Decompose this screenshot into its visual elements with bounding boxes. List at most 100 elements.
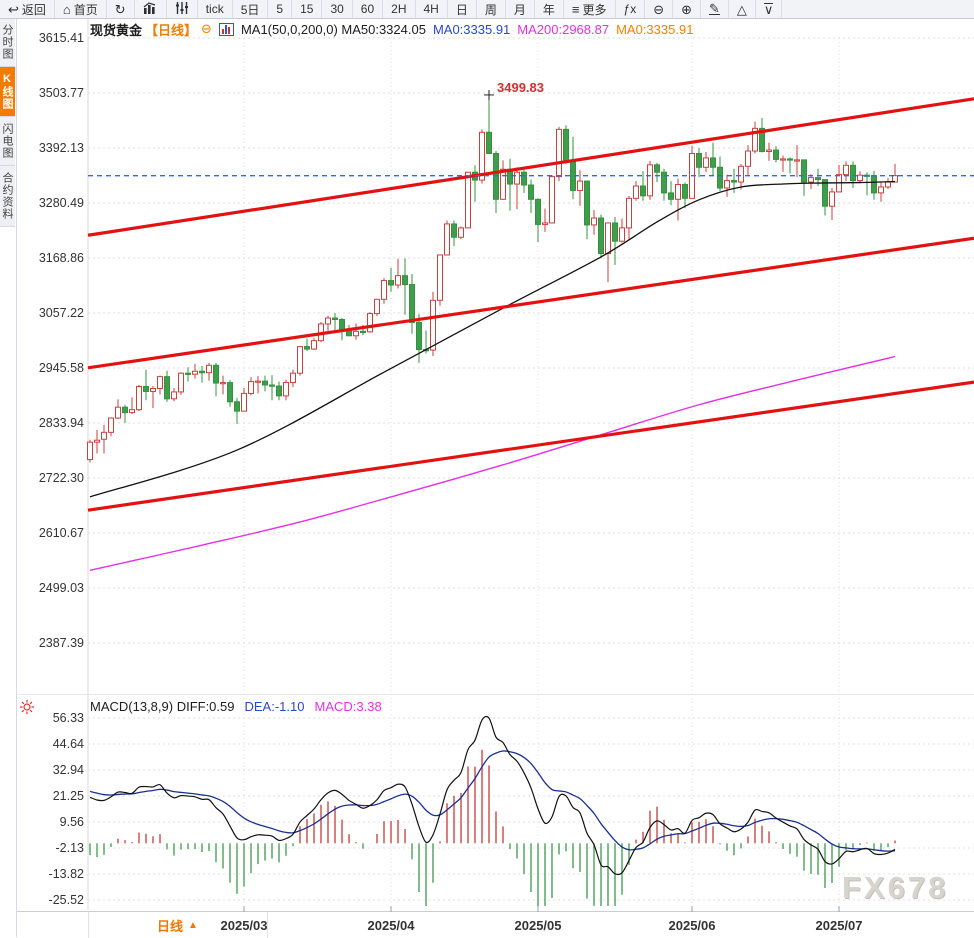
draw-button[interactable]: ✎ (701, 0, 729, 18)
period-5min-button-label: 5 (276, 2, 284, 16)
home-button[interactable]: ⌂ 首页 (55, 0, 107, 18)
refresh-button[interactable]: ↻ (107, 0, 135, 18)
zoom-out-icon: ⊖ (653, 1, 665, 17)
tab-contract-info[interactable]: 合约资料 (0, 166, 15, 227)
period-button[interactable]: 日线 ▲ (88, 912, 267, 938)
symbol-title: 现货黄金 (90, 22, 143, 38)
triangle-up-icon: ▲ (188, 919, 198, 931)
scroll-down-button[interactable]: ∨ (756, 0, 783, 18)
kline-chart-button[interactable] (135, 0, 167, 18)
macd-tick-label: -13.82 (49, 867, 84, 881)
pencil-icon: ✎ (709, 1, 720, 16)
period-30min-button-label: 30 (330, 2, 344, 16)
ma1-label: MA1(50,0,200,0) MA50:3324.05 (240, 21, 426, 37)
macd-tick-label: 56.33 (53, 711, 84, 725)
period-year-button[interactable]: 年 (535, 0, 564, 18)
tab-time-chart[interactable]: 分时图 (0, 18, 15, 67)
price-tick-label: 2610.67 (39, 526, 84, 540)
period-30min-button[interactable]: 30 (322, 0, 353, 18)
macd-settings-icon[interactable] (20, 700, 34, 714)
fx-indicator-button[interactable]: ƒx (616, 0, 646, 18)
macd-tick-label: -25.52 (49, 893, 84, 907)
tab-kline-chart[interactable]: K线图 (0, 67, 15, 117)
macd-tick-label: 21.25 (53, 789, 84, 803)
period-2h-button[interactable]: 2H (383, 0, 416, 18)
tab-flash-chart[interactable]: 闪电图 (0, 117, 15, 166)
chart-type-icon[interactable] (218, 22, 234, 36)
price-tick-label: 3280.49 (39, 196, 84, 210)
period-5day-button[interactable]: 5日 (233, 0, 269, 18)
period-month-button-label: 月 (513, 2, 526, 17)
chart-frame (16, 18, 974, 910)
period-60min-button-label: 60 (360, 2, 375, 16)
divider (267, 912, 268, 938)
bottom-bar: 日线 ▲ (16, 911, 974, 938)
price-tick-label: 2945.58 (39, 361, 84, 375)
period-4h-button-label: 4H (423, 2, 439, 16)
divider (88, 912, 89, 938)
price-tick-label: 3615.41 (39, 31, 84, 45)
period-tick-button-label: tick (205, 2, 224, 16)
period-tag: 【日线】 (145, 22, 198, 38)
diff-line (89, 715, 896, 876)
ma0-value-blue: MA0:3335.91 (432, 21, 511, 37)
menu-icon: ≡ (571, 1, 580, 17)
period-week-button-label: 周 (484, 2, 497, 17)
month-label: 2025/05 (515, 918, 562, 933)
sliders-icon (175, 2, 189, 16)
period-year-button-label: 年 (542, 2, 555, 17)
lower-channel-line[interactable] (87, 380, 974, 512)
month-label: 2025/04 (368, 918, 416, 933)
zoom-in-icon: ⊕ (681, 1, 693, 17)
x-axis-labels: 2025/03 2025/04 2025/05 2025/06 2025/07 (221, 906, 863, 933)
refresh-icon: ↻ (114, 1, 126, 17)
period-week-button[interactable]: 周 (477, 0, 506, 18)
middle-channel-line[interactable] (87, 236, 974, 370)
macd-tick-label: 9.56 (60, 815, 84, 829)
macd-tick-label: 44.64 (53, 737, 84, 751)
period-15min-button-label: 15 (300, 2, 314, 16)
period-5min-button[interactable]: 5 (268, 0, 293, 18)
macd-header: MACD(13,8,9) DIFF:0.59 DEA:-1.10 MACD:3.… (90, 699, 382, 714)
period-day-button[interactable]: 日 (448, 0, 477, 18)
price-tick-label: 3503.77 (39, 86, 84, 100)
zoom-out-button[interactable]: ⊖ (645, 0, 674, 18)
back-icon: ↩ (8, 1, 19, 17)
price-tick-label: 3057.22 (39, 306, 84, 320)
scroll-up-button[interactable]: △ (729, 0, 756, 18)
indicator-settings-button[interactable] (167, 0, 198, 18)
more-button[interactable]: ≡ 更多 (564, 0, 616, 18)
watermark: FX678 (842, 870, 949, 905)
high-annotation-label: 3499.83 (497, 80, 544, 95)
chart-header: 现货黄金 【日线】 ⊖ MA1(50,0,200,0) MA50:3324.05 M… (90, 21, 694, 38)
price-tick-label: 2499.03 (39, 581, 84, 595)
triangle-up-icon: △ (736, 1, 747, 17)
price-axis-labels: 3615.41 3503.77 3392.13 3280.49 3168.86 3057.… (39, 31, 84, 650)
ma0-value-orange: MA0:3335.91 (616, 21, 694, 37)
price-tick-label: 2722.30 (39, 471, 84, 485)
macd-histogram (89, 749, 896, 906)
period-60min-button[interactable]: 60 (353, 0, 384, 18)
back-button[interactable]: ↩ 返回 (0, 0, 55, 18)
upper-channel-line[interactable] (87, 97, 974, 237)
period-month-button[interactable]: 月 (506, 0, 535, 18)
zoom-in-button[interactable]: ⊕ (673, 0, 702, 18)
collapse-indicator-icon[interactable]: ⊖ (201, 21, 212, 36)
period-15min-button[interactable]: 15 (292, 0, 323, 18)
period-4h-button[interactable]: 4H (416, 0, 448, 18)
macd-axis-labels: 56.33 44.64 32.94 21.25 9.56 -2.13 -13.82 -25.5… (49, 711, 85, 907)
period-tick-button[interactable]: tick (198, 0, 233, 18)
kline-bars-icon (143, 2, 158, 16)
high-annotation: 3499.83 (484, 80, 544, 100)
trendlines-group (87, 97, 974, 512)
macd-params-label: MACD(13,8,9) DIFF:0.59 (90, 699, 235, 714)
price-tick-label: 3392.13 (39, 141, 84, 155)
ma200-line (89, 355, 896, 571)
price-tick-label: 3168.86 (39, 251, 84, 265)
dea-value: DEA:-1.10 (244, 699, 305, 714)
fx-indicator-button-label: ƒx (623, 2, 637, 16)
period-button-label: 日线 (157, 918, 184, 934)
top-toolbar: ↩ 返回 ⌂ 首页 ↻ tick 5日 5 15 30 60 2H 4H 日周 月 年 ≡ 更多 ƒx ⊖ ⊕ ✎ △ ∨ (0, 0, 974, 19)
month-label: 2025/06 (669, 918, 716, 933)
